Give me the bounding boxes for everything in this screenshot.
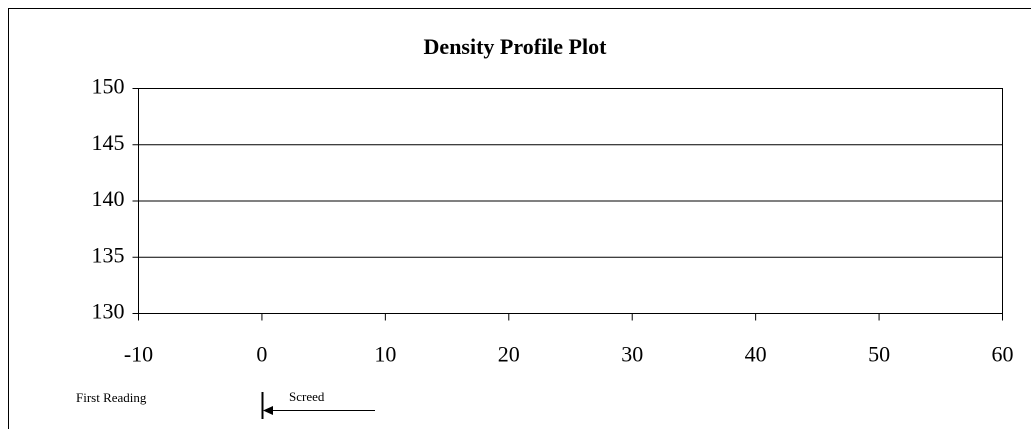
arrow-head xyxy=(263,406,273,415)
x-tick-label: 0 xyxy=(256,342,267,367)
x-tick-label: 10 xyxy=(374,342,396,367)
y-tick-label: 135 xyxy=(92,242,125,267)
chart-title: Density Profile Plot xyxy=(424,34,608,59)
y-tick-label: 140 xyxy=(92,186,125,211)
y-tick-label: 150 xyxy=(92,74,125,99)
x-tick-label: 40 xyxy=(745,342,767,367)
x-tick-label: 30 xyxy=(621,342,643,367)
x-tick-label: 60 xyxy=(992,342,1014,367)
x-tick-label: -10 xyxy=(124,342,153,367)
annotation: First Reading xyxy=(76,390,147,405)
y-tick-label: 145 xyxy=(92,130,125,155)
x-tick-label: 20 xyxy=(498,342,520,367)
x-tick-label: 50 xyxy=(868,342,890,367)
annotation: Screed xyxy=(289,389,325,404)
y-tick-label: 130 xyxy=(92,299,125,324)
chart-border xyxy=(8,8,1031,429)
